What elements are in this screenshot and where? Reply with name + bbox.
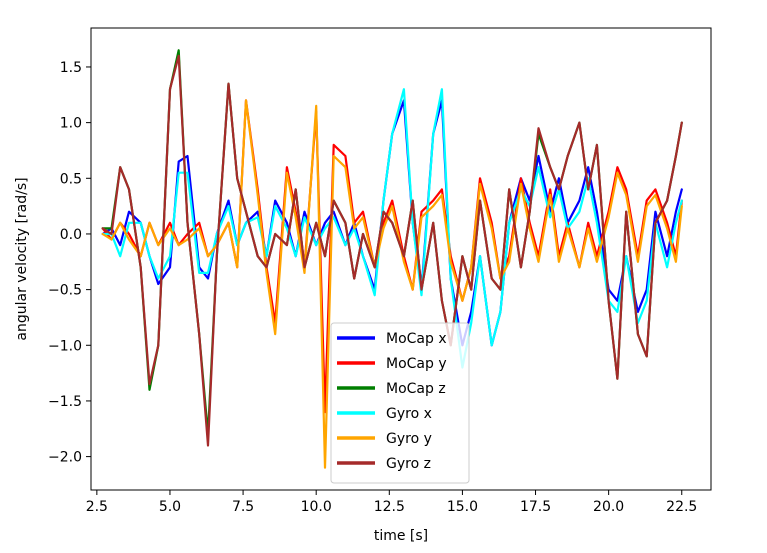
- y-tick-label: −1.5: [48, 394, 82, 410]
- x-tick-label: 22.5: [666, 499, 697, 515]
- y-tick-label: 1.0: [60, 116, 82, 132]
- x-tick-label: 2.5: [86, 499, 108, 515]
- x-axis-label: time [s]: [374, 528, 428, 544]
- x-tick-label: 7.5: [232, 499, 254, 515]
- y-tick-label: 0.5: [60, 171, 82, 187]
- x-tick-label: 12.5: [374, 499, 405, 515]
- y-tick-label: −0.5: [48, 283, 82, 299]
- y-tick-label: −2.0: [48, 450, 82, 466]
- legend-label-1: MoCap x: [386, 331, 447, 347]
- y-tick-label: 1.5: [60, 60, 82, 76]
- series-line-6: [101, 54, 683, 447]
- x-tick-label: 15.0: [447, 499, 478, 515]
- x-tick-label: 5.0: [159, 499, 181, 515]
- x-tick-label: 20.0: [593, 499, 624, 515]
- series-line-4: [101, 88, 683, 369]
- y-axis-label: angular velocity [rad/s]: [14, 177, 30, 340]
- y-tick-label: 0.0: [60, 227, 82, 243]
- legend-label-3: MoCap z: [386, 381, 446, 397]
- legend-label-6: Gyro z: [386, 456, 431, 472]
- x-tick-label: 10.0: [301, 499, 332, 515]
- x-tick-label: 17.5: [520, 499, 551, 515]
- x-axis: 2.5 5.0 7.5 10.0 12.5 15.0 17.5 20.0 22.5: [86, 490, 697, 515]
- series-line-5: [101, 99, 683, 469]
- legend-label-5: Gyro y: [386, 431, 432, 447]
- series-line-2: [101, 99, 683, 414]
- plot-frame: [90, 27, 712, 491]
- legend-label-4: Gyro x: [386, 406, 432, 422]
- y-axis: 1.5 1.0 0.5 0.0 −0.5 −1.0 −1.5 −2.0: [48, 60, 91, 466]
- legend-label-2: MoCap y: [386, 356, 447, 372]
- legend: MoCap x MoCap y MoCap z Gyro x Gyro y Gyro z: [330, 322, 470, 484]
- series-layer: [101, 49, 683, 469]
- y-tick-label: −1.0: [48, 338, 82, 354]
